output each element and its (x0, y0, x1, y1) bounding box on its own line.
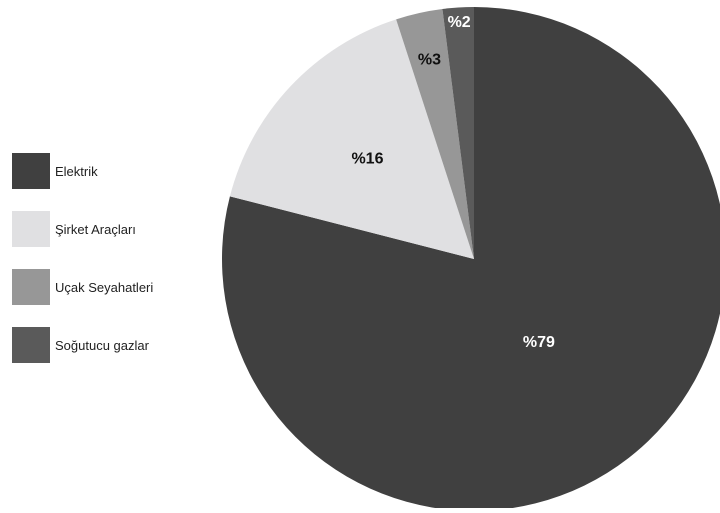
pie-slice-ucak-seyahatleri (396, 8, 474, 260)
legend-label-sogutucu-gazlar: Soğutucu gazlar (55, 337, 149, 353)
pie-slice-sogutucu-gazlar (442, 7, 474, 259)
legend-label-sirket-araclari: Şirket Araçları (55, 221, 136, 237)
slice-label-sogutucu-gazlar: %2 (448, 14, 471, 31)
slice-label-sirket-araclari: %16 (351, 150, 383, 167)
slice-label-ucak-seyahatleri: %3 (418, 51, 441, 68)
legend-swatch-sogutucu-gazlar (12, 327, 50, 363)
legend-swatch-ucak-seyahatleri (12, 269, 50, 305)
legend-item-sogutucu-gazlar: Soğutucu gazlar (12, 327, 212, 363)
legend-swatch-elektrik (12, 153, 50, 189)
pie-slice-sirket-araclari (229, 19, 474, 260)
legend-item-elektrik: Elektrik (12, 153, 212, 189)
slice-label-elektrik: %79 (523, 334, 555, 351)
legend-item-ucak-seyahatleri: Uçak Seyahatleri (12, 269, 212, 305)
legend-swatch-sirket-araclari (12, 211, 50, 247)
legend-label-ucak-seyahatleri: Uçak Seyahatleri (55, 279, 154, 295)
legend: Elektrik Şirket Araçları Uçak Seyahatler… (12, 153, 212, 385)
pie-slice-elektrik (222, 7, 720, 511)
legend-label-elektrik: Elektrik (55, 163, 98, 179)
legend-item-sirket-araclari: Şirket Araçları (12, 211, 212, 247)
